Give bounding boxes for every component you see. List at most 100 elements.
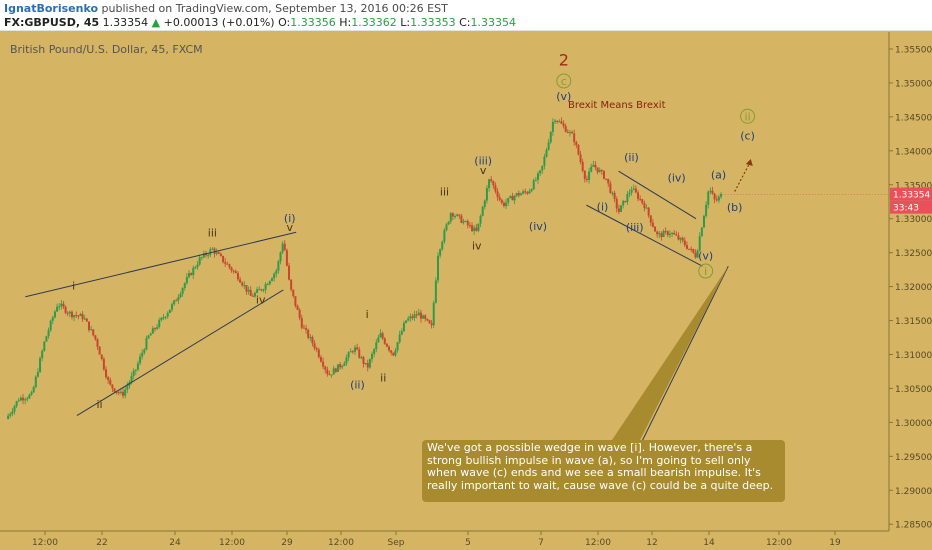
candle-body <box>619 205 622 212</box>
candle-body <box>60 303 63 307</box>
candle-body <box>502 202 505 207</box>
candle-body <box>613 192 616 199</box>
candle-body <box>87 321 90 331</box>
candle-body <box>339 364 342 368</box>
y-tick-label: 1.31500 <box>895 317 932 327</box>
candle-body <box>279 252 282 262</box>
candle-body <box>577 144 580 155</box>
candle-body <box>349 351 352 353</box>
candle-body <box>224 262 227 264</box>
trend-line[interactable] <box>637 266 729 450</box>
candle-body <box>522 191 525 194</box>
candle-body <box>341 365 344 368</box>
candle-body <box>513 195 516 201</box>
candle-body <box>573 133 576 143</box>
current-price-value: 1.33354 <box>893 191 930 201</box>
y-tick-label: 1.29500 <box>895 453 932 463</box>
candle-body <box>539 170 542 174</box>
candle-body <box>92 329 95 336</box>
candle-body <box>626 194 629 203</box>
candle-body <box>413 314 416 318</box>
candle-body <box>628 192 631 195</box>
x-tick-label: 5 <box>465 538 471 548</box>
candle-body <box>309 336 312 338</box>
candle-body <box>64 306 67 313</box>
y-tick-label: 1.32500 <box>895 249 932 259</box>
x-tick-label: 12:00 <box>328 538 354 548</box>
wave-label: (iv) <box>529 220 547 233</box>
candle-body <box>173 300 176 305</box>
candle-body <box>100 354 103 359</box>
candle-body <box>24 399 27 401</box>
candle-body <box>615 198 618 209</box>
candle-body <box>364 362 367 364</box>
candle-body <box>313 343 316 349</box>
candle-body <box>505 202 508 207</box>
wave-label: (i) <box>284 212 296 225</box>
candle-body <box>507 198 510 203</box>
candle-body <box>445 224 448 231</box>
candle-body <box>179 293 182 298</box>
candle-body <box>475 227 478 231</box>
y-tick-label: 1.33000 <box>895 215 932 225</box>
candle-body <box>617 208 620 212</box>
candle-body <box>717 196 720 201</box>
trend-line[interactable] <box>25 231 297 298</box>
candle-body <box>496 191 499 198</box>
candle-body <box>373 349 376 354</box>
candle-body <box>168 309 171 313</box>
candle-body <box>590 166 593 172</box>
candle-body <box>51 317 54 321</box>
candle-body <box>551 121 554 132</box>
candle-body <box>139 356 142 364</box>
wave-label: c <box>561 75 567 88</box>
candle-body <box>602 171 605 179</box>
candle-body <box>85 318 88 322</box>
candle-body <box>568 132 571 134</box>
candle-body <box>49 320 52 331</box>
candle-body <box>488 179 491 189</box>
candle-body <box>643 203 646 209</box>
high-value: 1.33362 <box>351 16 397 29</box>
candle-body <box>322 361 325 367</box>
candle-body <box>183 283 186 288</box>
candle-body <box>424 315 427 319</box>
y-tick-label: 1.32000 <box>895 283 932 293</box>
candle-body <box>253 292 256 297</box>
candle-body <box>175 300 178 302</box>
candle-body <box>232 270 235 272</box>
y-tick-label: 1.35000 <box>895 79 932 89</box>
candle-body <box>713 193 716 200</box>
candle-body <box>285 250 288 266</box>
trend-line[interactable] <box>76 289 284 417</box>
candle-body <box>39 358 42 372</box>
trend-line[interactable] <box>586 204 703 267</box>
candle-body <box>90 329 93 331</box>
candle-body <box>705 204 708 216</box>
y-tick-label: 1.29000 <box>895 487 932 497</box>
candle-body <box>141 352 144 357</box>
candle-body <box>302 327 305 329</box>
candle-body <box>581 161 584 171</box>
candle-body <box>560 121 563 124</box>
candle-body <box>132 370 135 376</box>
candle-body <box>651 222 654 227</box>
x-tick-label: Sep <box>388 538 405 548</box>
candle-body <box>292 289 295 297</box>
candle-body <box>149 333 152 336</box>
candle-body <box>660 233 663 238</box>
author-link[interactable]: IgnatBorisenko <box>4 2 99 15</box>
publish-line: IgnatBorisenko published on TradingView.… <box>4 2 448 15</box>
candle-body <box>371 353 374 360</box>
wave-label: (v) <box>556 90 571 103</box>
candle-body <box>185 276 188 284</box>
candle-body <box>239 279 242 283</box>
trend-line[interactable] <box>618 170 697 220</box>
candle-body <box>407 318 410 321</box>
candle-body <box>656 231 659 235</box>
candle-body <box>562 123 565 126</box>
candle-body <box>34 376 37 388</box>
candle-body <box>471 225 474 232</box>
candle-body <box>188 273 191 277</box>
candle-body <box>217 252 220 254</box>
